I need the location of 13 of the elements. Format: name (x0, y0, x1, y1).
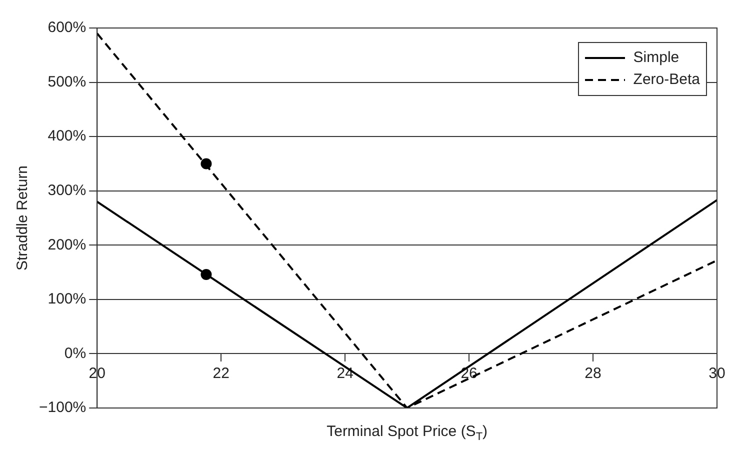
x-tick-label: 22 (212, 364, 230, 382)
y-tick-label: −100% (39, 399, 86, 416)
y-tick-label: 400% (48, 128, 86, 145)
y-tick-label: 300% (48, 182, 86, 199)
y-tick-label: 200% (48, 236, 86, 254)
legend-label: Simple (633, 48, 680, 68)
y-tick-label: 500% (48, 73, 86, 90)
x-tick-label: 28 (584, 364, 602, 382)
y-tick-label: 600% (48, 19, 86, 36)
y-tick-label: 100% (48, 290, 86, 308)
y-tick-label: 0% (64, 344, 86, 362)
legend-label: Zero-Beta (633, 70, 700, 90)
y-axis-title: Straddle Return (14, 165, 32, 271)
